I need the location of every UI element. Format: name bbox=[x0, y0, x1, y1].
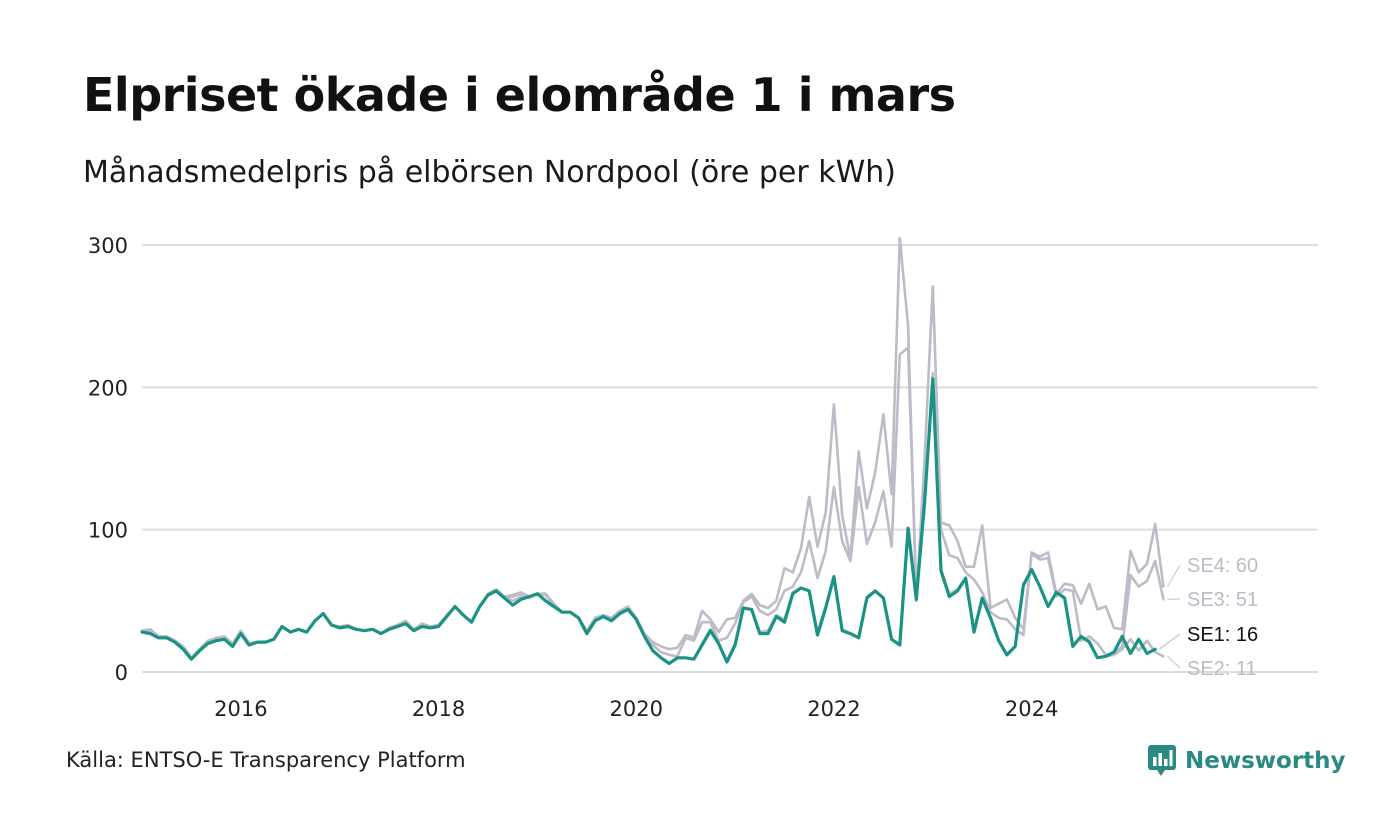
chart-title: Elpriset ökade i elområde 1 i mars bbox=[83, 68, 956, 122]
end-labels: SE4: 60 SE3: 51 SE2: 11 SE1: 16 bbox=[1158, 555, 1258, 680]
grid-lines bbox=[142, 244, 1318, 673]
y-tick-label: 100 bbox=[88, 519, 128, 543]
x-tick-label: 2018 bbox=[412, 697, 465, 721]
x-tick-label: 2020 bbox=[610, 697, 663, 721]
leader-line-se4 bbox=[1166, 564, 1181, 587]
x-tick-label: 2022 bbox=[807, 697, 860, 721]
end-label-se2: SE2: 11 bbox=[1187, 658, 1257, 680]
end-label-se3: SE3: 51 bbox=[1187, 589, 1258, 611]
series-lines bbox=[140, 236, 1165, 666]
brand-logo: Newsworthy bbox=[1147, 744, 1346, 778]
brand-name: Newsworthy bbox=[1185, 748, 1346, 774]
end-label-se1: SE1: 16 bbox=[1187, 624, 1258, 646]
y-axis-ticks: 0 100 200 300 bbox=[88, 234, 128, 685]
source-note: Källa: ENTSO-E Transparency Platform bbox=[66, 748, 466, 772]
leader-line-se1 bbox=[1158, 633, 1181, 650]
y-tick-label: 200 bbox=[88, 376, 128, 400]
chart-subtitle: Månadsmedelpris på elbörsen Nordpool (ör… bbox=[83, 155, 896, 190]
series-line-se3 bbox=[140, 346, 1165, 661]
end-label-se4: SE4: 60 bbox=[1187, 555, 1258, 577]
series-line-se4 bbox=[140, 236, 1165, 660]
y-tick-label: 300 bbox=[88, 234, 128, 258]
x-tick-label: 2016 bbox=[214, 697, 267, 721]
series-line-se1 bbox=[140, 377, 1157, 666]
x-tick-label: 2024 bbox=[1005, 697, 1058, 721]
leader-line-se2 bbox=[1166, 655, 1181, 669]
newsworthy-logo-icon bbox=[1148, 745, 1176, 776]
y-tick-label: 0 bbox=[115, 661, 128, 685]
series-line-se2 bbox=[140, 378, 1165, 665]
x-axis-ticks: 2016 2018 2020 2022 2024 bbox=[214, 697, 1058, 721]
